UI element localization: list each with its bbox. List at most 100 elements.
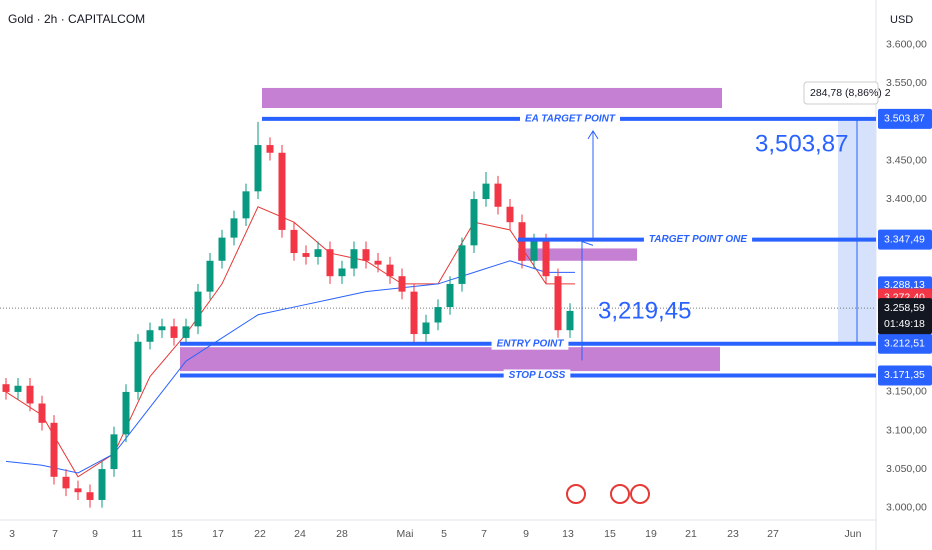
x-tick-label: 27: [767, 528, 779, 540]
x-tick-label: 13: [562, 528, 574, 540]
candle-body: [422, 322, 430, 335]
level-label: ENTRY POINT: [497, 338, 565, 349]
y-tick-label: 3.600,00: [886, 39, 927, 51]
level-label-bg: [520, 112, 620, 125]
y-tick-label: 3.450,00: [886, 154, 927, 166]
x-tick-label: 28: [336, 528, 348, 540]
measure-label: 284,78 (8,86%) 2: [810, 87, 891, 99]
candle-body: [194, 291, 202, 327]
candle-body: [62, 476, 70, 489]
candle-body: [326, 249, 334, 277]
zone: [180, 347, 720, 372]
x-tick-label: 15: [171, 528, 183, 540]
candle-body: [338, 268, 346, 277]
candle-body: [218, 237, 226, 261]
x-tick-label: 7: [481, 528, 487, 540]
x-tick-label: Mai: [397, 528, 414, 540]
x-tick-label: 22: [254, 528, 266, 540]
candle-body: [158, 326, 166, 331]
countdown-label: 01:49:18: [884, 318, 925, 330]
price-annotation: 3,219,45: [598, 298, 691, 325]
x-tick-label: 17: [212, 528, 224, 540]
x-tick-label: 5: [441, 528, 447, 540]
candle-body: [350, 249, 358, 269]
x-tick-label: 7: [52, 528, 58, 540]
candle-body: [74, 488, 82, 493]
y-tick-label: 3.550,00: [886, 77, 927, 89]
candle-body: [206, 260, 214, 292]
candle-body: [86, 492, 94, 500]
candle-body: [398, 276, 406, 292]
price-tag: [878, 365, 932, 386]
event-icon: [566, 484, 586, 504]
x-tick-label: 3: [9, 528, 15, 540]
price-tag-label: 3.212,51: [884, 337, 925, 349]
level-label-bg: [643, 233, 753, 246]
candle-body: [110, 434, 118, 470]
x-tick-label: 9: [523, 528, 529, 540]
price-tag: [878, 333, 932, 354]
x-tick-label: 15: [604, 528, 616, 540]
level-label-bg: [491, 337, 569, 350]
y-tick-label: 3.400,00: [886, 193, 927, 205]
moving-average: [5, 260, 575, 474]
candle-body: [122, 391, 130, 435]
last-price-label: 3.258,59: [884, 302, 925, 314]
candle-body: [410, 291, 418, 335]
event-icon: [610, 484, 630, 504]
candle-body: [374, 260, 382, 265]
candle-body: [146, 330, 154, 342]
candle-body: [2, 384, 10, 392]
level-label-bg: [503, 369, 571, 382]
x-tick-label: 24: [294, 528, 306, 540]
candle-body: [98, 469, 106, 500]
candle-body: [362, 249, 370, 261]
y-tick-label: 3.100,00: [886, 424, 927, 436]
candle-body: [506, 206, 514, 223]
candle-body: [14, 385, 22, 392]
price-tag-label: 3.347,49: [884, 233, 925, 245]
currency: USD: [890, 14, 913, 26]
candle-body: [242, 191, 250, 219]
candle-body: [434, 307, 442, 323]
event-icons: [566, 484, 650, 504]
candle-body: [542, 241, 550, 277]
measure-label-box: [803, 81, 879, 105]
candle-body: [182, 326, 190, 338]
candle-body: [566, 310, 574, 331]
candle-body: [170, 326, 178, 338]
x-tick-label: 11: [132, 528, 143, 540]
chart-title: Gold · 2h · CAPITALCOM: [8, 12, 145, 26]
x-tick-label: 21: [685, 528, 697, 540]
candle-body: [50, 422, 58, 477]
candle-body: [446, 283, 454, 308]
price-tag: [878, 108, 932, 129]
candle-body: [134, 341, 142, 392]
price-tag-label: 3.503,87: [884, 113, 925, 125]
x-tick-label: 19: [645, 528, 657, 540]
level-label: TARGET POINT ONE: [649, 234, 747, 245]
candle-body: [302, 253, 310, 257]
candle-body: [494, 183, 502, 207]
candle-body: [530, 241, 538, 261]
zone: [262, 87, 722, 109]
projection-arrowhead: [587, 129, 599, 140]
candle-body: [554, 276, 562, 331]
candle-body: [230, 218, 238, 238]
candle-body: [470, 199, 478, 246]
x-tick-label: 23: [727, 528, 739, 540]
price-annotation: 3,503,87: [755, 130, 848, 157]
candle-body: [386, 264, 394, 277]
candle-body: [290, 229, 298, 254]
price-tag-label: 3.171,35: [884, 369, 925, 381]
candle-body: [458, 245, 466, 284]
y-tick-label: 3.150,00: [886, 386, 927, 398]
candle-body: [26, 385, 34, 404]
candle-body: [278, 152, 286, 230]
last-price-tag: [878, 298, 932, 335]
event-icon: [630, 484, 650, 504]
x-tick-label: Jun: [845, 528, 862, 540]
y-tick-label: 3.050,00: [886, 463, 927, 475]
x-tick-label: 9: [92, 528, 98, 540]
